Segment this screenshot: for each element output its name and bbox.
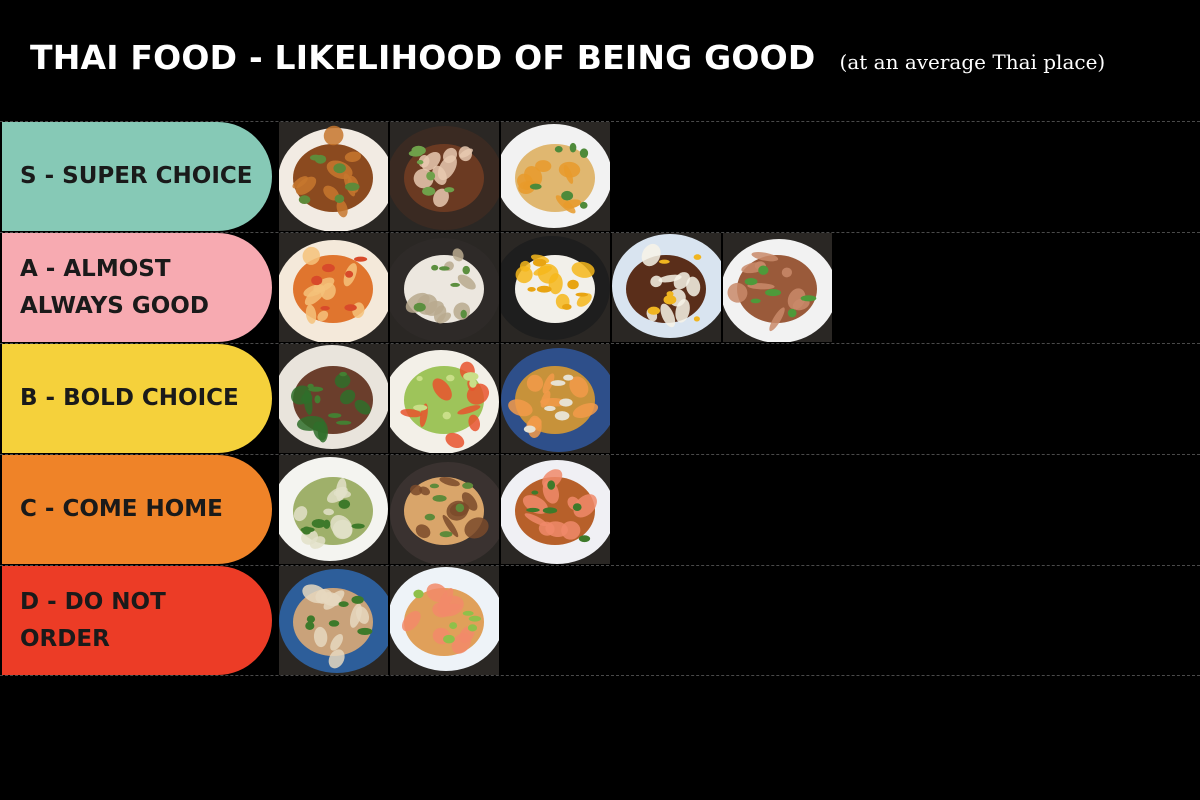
- dish-tile: [501, 122, 610, 231]
- tier-items-a: [279, 233, 834, 342]
- tier-label-text: C - COME HOME: [20, 496, 223, 522]
- tier-row-d: D - DO NOT ORDER: [0, 565, 1200, 676]
- papaya-salad-dish-icon: [390, 344, 499, 453]
- row-divider: [0, 232, 1200, 233]
- tier-label-s: S - SUPER CHOICE: [2, 122, 272, 231]
- dish-tile: [390, 122, 499, 231]
- tier-label-text: S - SUPER CHOICE: [20, 163, 253, 189]
- tier-items-d: [279, 566, 501, 675]
- dish-tile: [390, 455, 499, 564]
- pad-see-ew-dish-icon: [279, 566, 388, 675]
- dish-tile: [279, 566, 388, 675]
- basil-stir-fry-rice-dish-icon: [612, 233, 721, 342]
- tier-label-b: B - BOLD CHOICE: [2, 344, 272, 453]
- dish-tile: [723, 233, 832, 342]
- tier-board: S - SUPER CHOICE A - ALMOST ALWAYS GOOD B …: [0, 121, 1200, 677]
- noodle-soup-dish-icon: [390, 122, 499, 231]
- tier-label-d: D - DO NOT ORDER: [2, 566, 272, 675]
- tier-row-s: S - SUPER CHOICE: [0, 121, 1200, 232]
- mango-sticky-rice-dish-icon: [501, 233, 610, 342]
- coconut-soup-dish-icon: [390, 233, 499, 342]
- row-divider: [0, 675, 1200, 676]
- dish-tile: [279, 122, 388, 231]
- dish-tile: [390, 566, 499, 675]
- tier-items-b: [279, 344, 612, 453]
- dish-tile: [390, 344, 499, 453]
- tier-label-c: C - COME HOME: [2, 455, 272, 564]
- pad-kee-mao-dish-icon: [501, 455, 610, 564]
- row-divider: [0, 343, 1200, 344]
- crispy-noodle-curry-dish-icon: [501, 122, 610, 231]
- rad-na-noodles-dish-icon: [390, 455, 499, 564]
- dish-tile: [279, 455, 388, 564]
- dish-tile: [501, 233, 610, 342]
- tier-row-c: C - COME HOME: [0, 454, 1200, 565]
- fried-chicken-dish-icon: [279, 122, 388, 231]
- green-curry-dish-icon: [279, 455, 388, 564]
- dish-tile: [501, 344, 610, 453]
- tier-items-c: [279, 455, 612, 564]
- tier-label-a: A - ALMOST ALWAYS GOOD: [2, 233, 272, 342]
- row-divider: [0, 565, 1200, 566]
- dish-tile: [612, 233, 721, 342]
- tier-row-a: A - ALMOST ALWAYS GOOD: [0, 232, 1200, 343]
- tom-yum-soup-dish-icon: [279, 233, 388, 342]
- row-divider: [0, 121, 1200, 122]
- page-subtitle: (at an average Thai place): [839, 50, 1106, 74]
- tier-label-text: A - ALMOST ALWAYS GOOD: [20, 255, 209, 319]
- pad-thai-dish-icon: [390, 566, 499, 675]
- larb-salad-dish-icon: [723, 233, 832, 342]
- dish-tile: [279, 233, 388, 342]
- dish-tile: [279, 344, 388, 453]
- dish-tile: [501, 455, 610, 564]
- tier-items-s: [279, 122, 612, 231]
- tier-label-text: B - BOLD CHOICE: [20, 385, 239, 411]
- tier-row-b: B - BOLD CHOICE: [0, 343, 1200, 454]
- fried-oyster-dish-icon: [501, 344, 610, 453]
- tier-label-text: D - DO NOT ORDER: [20, 588, 166, 652]
- row-divider: [0, 454, 1200, 455]
- page-title: THAI FOOD - LIKELIHOOD OF BEING GOOD: [30, 38, 816, 77]
- beef-broccoli-dish-icon: [279, 344, 388, 453]
- dish-tile: [390, 233, 499, 342]
- page-header: THAI FOOD - LIKELIHOOD OF BEING GOOD (at…: [30, 38, 1105, 77]
